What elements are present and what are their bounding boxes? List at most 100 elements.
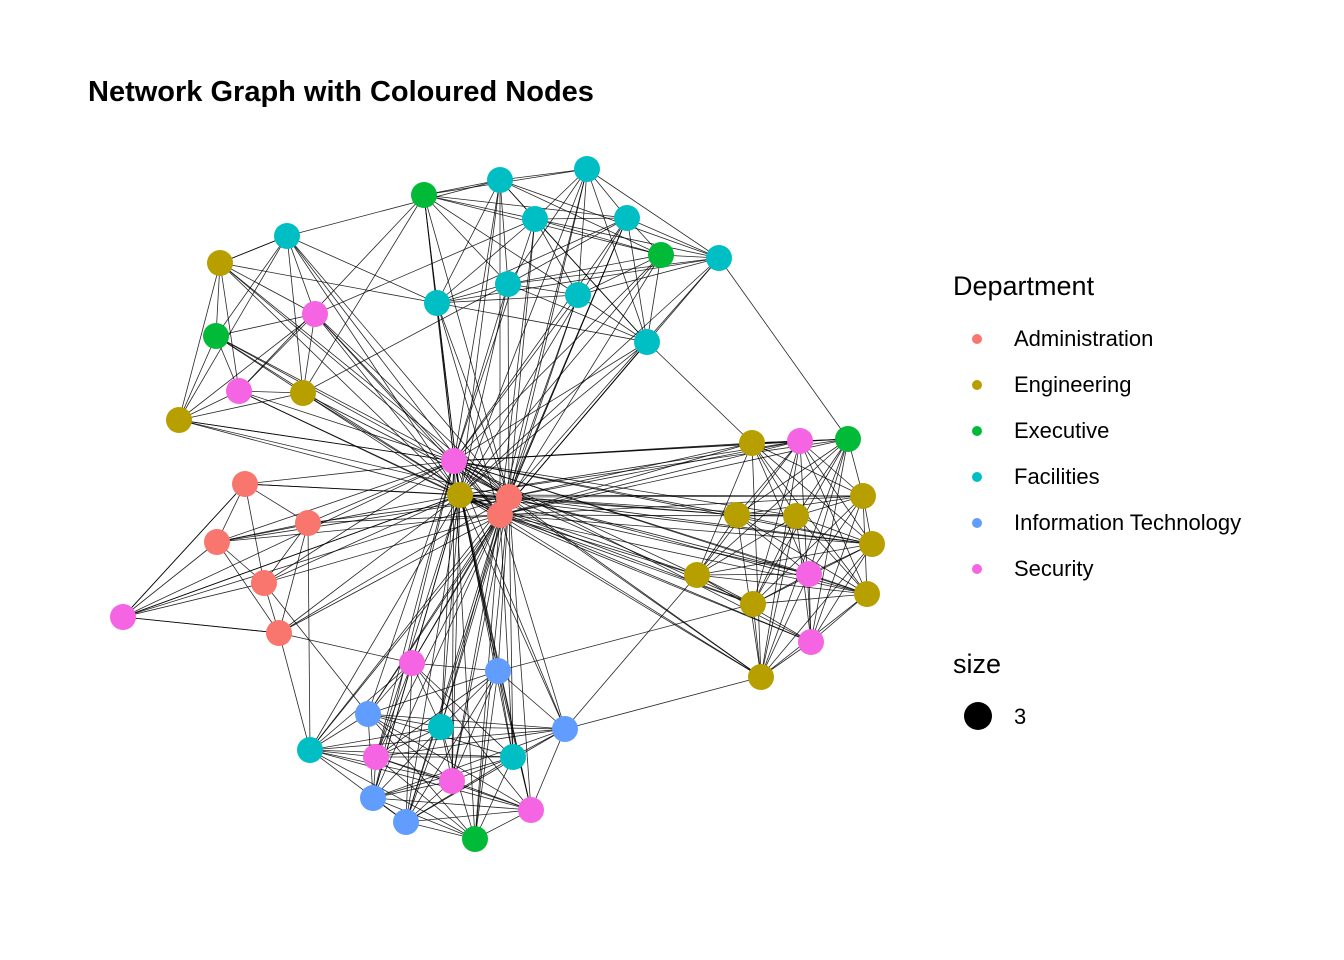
- graph-node: [393, 809, 419, 835]
- graph-edge: [302, 194, 425, 394]
- graph-node: [462, 826, 488, 852]
- graph-edge: [178, 235, 288, 421]
- graph-node: [518, 797, 544, 823]
- graph-edge: [309, 494, 461, 751]
- graph-edge: [309, 726, 442, 751]
- graph-edge: [508, 496, 532, 811]
- graph-edge: [508, 168, 588, 498]
- graph-edge: [507, 217, 628, 285]
- graph-edge: [278, 632, 413, 664]
- graph-node: [648, 242, 674, 268]
- graph-edge: [309, 514, 501, 751]
- graph-edge: [375, 662, 413, 758]
- graph-edge: [453, 218, 536, 462]
- graph-node: [740, 591, 766, 617]
- graph-edge: [286, 235, 510, 498]
- graph-edge: [375, 460, 455, 758]
- graph-edge: [453, 179, 501, 462]
- graph-edge: [405, 496, 510, 823]
- graph-edge: [736, 438, 849, 516]
- graph-edge: [499, 514, 754, 605]
- graph-edge: [278, 632, 311, 751]
- graph-node: [204, 529, 230, 555]
- graph-edge: [244, 483, 265, 584]
- graph-edge: [405, 728, 566, 823]
- graph-edge: [499, 495, 864, 516]
- graph-node: [724, 502, 750, 528]
- graph-edge: [216, 522, 309, 543]
- graph-edge: [751, 442, 864, 497]
- graph-edge: [440, 496, 510, 728]
- legend-key-dot: [972, 518, 982, 528]
- graph-edge: [215, 235, 288, 337]
- graph-edge: [810, 495, 864, 643]
- graph-edge: [453, 254, 662, 462]
- legend-label: Facilities: [1014, 464, 1100, 489]
- graph-node: [487, 167, 513, 193]
- graph-edge: [307, 496, 510, 524]
- graph-edge: [278, 522, 309, 634]
- graph-edge: [453, 217, 628, 462]
- graph-node: [487, 502, 513, 528]
- graph-edge: [314, 218, 536, 315]
- graph-edge: [216, 541, 280, 634]
- graph-edge: [122, 582, 265, 618]
- graph-node: [399, 650, 425, 676]
- legend-key-dot: [972, 426, 982, 436]
- graph-edge: [405, 809, 532, 823]
- graph-edge: [219, 262, 316, 315]
- graph-node: [226, 378, 252, 404]
- graph-edge: [577, 257, 720, 296]
- graph-edge: [451, 780, 532, 811]
- graph-edge: [263, 514, 501, 584]
- graph-edge: [375, 494, 461, 758]
- graph-node: [854, 581, 880, 607]
- graph-node: [439, 768, 465, 794]
- graph-edge: [286, 235, 304, 394]
- legend-label: Administration: [1014, 326, 1154, 351]
- graph-node: [565, 282, 591, 308]
- graph-edge: [810, 543, 873, 643]
- graph-edge: [375, 728, 566, 758]
- graph-edge: [508, 257, 720, 498]
- graph-edge: [499, 294, 579, 516]
- graph-node: [302, 301, 328, 327]
- graph-node: [522, 206, 548, 232]
- graph-edge: [219, 262, 438, 304]
- graph-edge: [423, 194, 509, 285]
- graph-edge: [626, 217, 720, 259]
- graph-edge: [372, 726, 442, 799]
- graph-edge: [122, 483, 246, 618]
- graph-edge: [367, 713, 453, 782]
- graph-edge: [799, 440, 812, 643]
- graph-edge: [309, 749, 532, 811]
- graph-edge: [459, 179, 501, 496]
- graph-edge: [499, 442, 753, 516]
- graph-edge: [534, 217, 628, 220]
- graph-edge: [530, 728, 566, 811]
- graph-edge: [752, 515, 797, 605]
- graph-node: [614, 205, 640, 231]
- graph-edge: [459, 168, 588, 496]
- graph-edge: [178, 313, 316, 421]
- graph-edge: [307, 522, 311, 751]
- graph-node: [110, 604, 136, 630]
- graph-edge: [215, 335, 304, 394]
- graph-edge: [736, 514, 868, 595]
- graph-node: [166, 407, 192, 433]
- graph-edge: [736, 514, 873, 545]
- graph-edge: [760, 573, 810, 678]
- graph-edge: [507, 283, 648, 343]
- graph-edge: [440, 726, 566, 730]
- graph-node: [859, 531, 885, 557]
- graph-edge: [508, 294, 579, 498]
- graph-edge: [263, 460, 455, 584]
- graph-edge: [497, 670, 514, 758]
- graph-edge: [309, 749, 514, 758]
- graph-edge: [760, 543, 873, 678]
- graph-edge: [122, 616, 280, 634]
- graph-edge: [372, 780, 453, 799]
- graph-edge: [451, 496, 510, 782]
- graph-edge: [423, 194, 510, 498]
- graph-edge: [367, 460, 455, 715]
